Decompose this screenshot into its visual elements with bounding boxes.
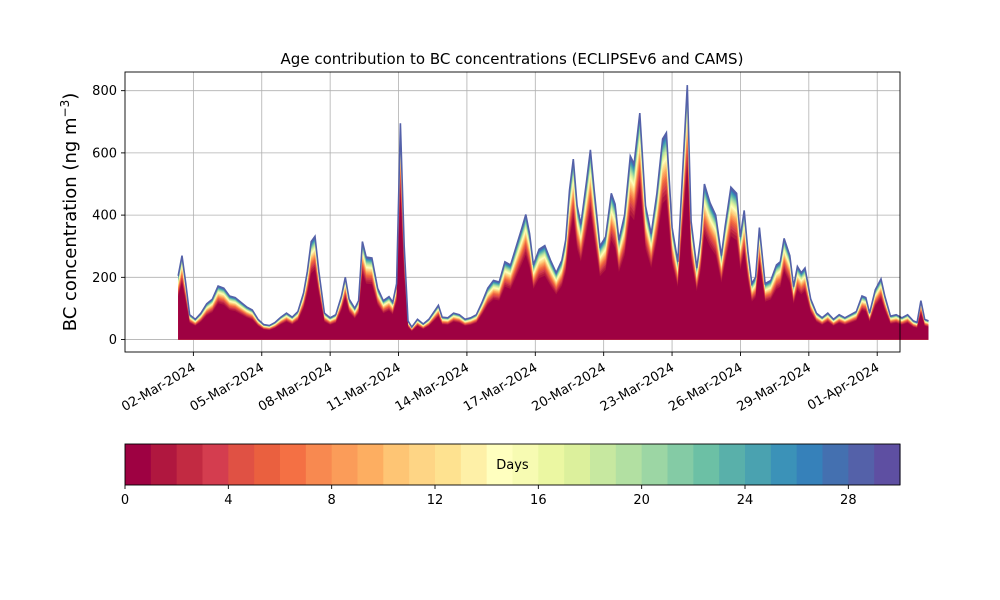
colorbar: Days 0 4 8 12 16 20 24 28 — [121, 443, 901, 508]
colorbar-swatch — [822, 444, 849, 485]
x-tick-label: 23-Mar-2024 — [598, 360, 677, 414]
colorbar-swatch — [150, 444, 178, 485]
axes-frame — [124, 71, 901, 353]
colorbar-swatch — [409, 444, 436, 485]
colorbar-swatch — [383, 444, 410, 485]
colorbar-swatch — [615, 444, 643, 485]
colorbar-swatch — [202, 444, 229, 485]
total-outline — [177, 85, 929, 329]
colorbar-tick-label: 12 — [427, 493, 444, 508]
x-tick-label: 20-Mar-2024 — [530, 360, 609, 414]
colorbar-swatch — [693, 444, 720, 485]
colorbar-swatch — [848, 444, 875, 485]
colorbar-swatch — [641, 444, 669, 485]
x-tick-label: 17-Mar-2024 — [461, 360, 540, 414]
colorbar-swatch — [176, 444, 204, 485]
colorbar-swatch — [460, 444, 488, 485]
colorbar-label: Days — [496, 458, 529, 473]
y-tick-label: 400 — [92, 209, 117, 224]
y-tick-label: 800 — [92, 84, 117, 99]
age-layer-0 — [178, 166, 929, 340]
colorbar-tick-label: 28 — [840, 493, 857, 508]
colorbar-tick-label: 24 — [737, 493, 754, 508]
colorbar-tick-label: 20 — [633, 493, 650, 508]
chart-title: Age contribution to BC concentrations (E… — [281, 50, 744, 68]
plot-area — [125, 72, 929, 352]
x-tick-label: 01-Apr-2024 — [805, 360, 882, 413]
y-tick-label: 600 — [92, 146, 117, 161]
colorbar-swatch — [305, 444, 333, 485]
axes: 0 200 400 600 800 02-Mar-202405-Mar-202408-Ma… — [92, 71, 901, 415]
colorbar-swatch — [254, 444, 281, 485]
x-tick-label: 02-Mar-2024 — [119, 360, 198, 414]
y-tick-label: 0 — [109, 333, 117, 348]
colorbar-swatch — [125, 444, 152, 485]
colorbar-swatch — [228, 444, 255, 485]
colorbar-swatch — [874, 444, 901, 485]
colorbar-swatch — [564, 444, 591, 485]
x-tick-label: 26-Mar-2024 — [666, 360, 745, 414]
colorbar-swatch — [538, 444, 565, 485]
x-tick-label: 14-Mar-2024 — [393, 360, 472, 414]
colorbar-swatch — [331, 444, 359, 485]
colorbar-swatch — [796, 444, 824, 485]
colorbar-tick-label: 0 — [121, 493, 129, 508]
colorbar-swatch — [667, 444, 694, 485]
colorbar-swatch — [357, 444, 384, 485]
y-tick-label: 200 — [92, 271, 117, 286]
colorbar-swatch — [745, 444, 772, 485]
colorbar-tick-label: 8 — [328, 493, 336, 508]
y-axis-label: BC concentration (ng m−3) — [58, 93, 81, 332]
colorbar-frame — [124, 443, 901, 486]
x-tick-label: 11-Mar-2024 — [324, 360, 403, 414]
x-tick-label: 29-Mar-2024 — [735, 360, 814, 414]
colorbar-swatch — [719, 444, 746, 485]
colorbar-tick-label: 16 — [530, 493, 547, 508]
colorbar-tick-label: 4 — [224, 493, 232, 508]
colorbar-swatch — [280, 444, 307, 485]
colorbar-swatch — [590, 444, 617, 485]
x-tick-label: 08-Mar-2024 — [256, 360, 335, 414]
colorbar-swatch — [435, 444, 462, 485]
colorbar-swatch — [770, 444, 798, 485]
x-tick-label: 05-Mar-2024 — [188, 360, 267, 414]
colorbar-swatch — [512, 444, 539, 485]
colorbar-swatch — [486, 444, 514, 485]
